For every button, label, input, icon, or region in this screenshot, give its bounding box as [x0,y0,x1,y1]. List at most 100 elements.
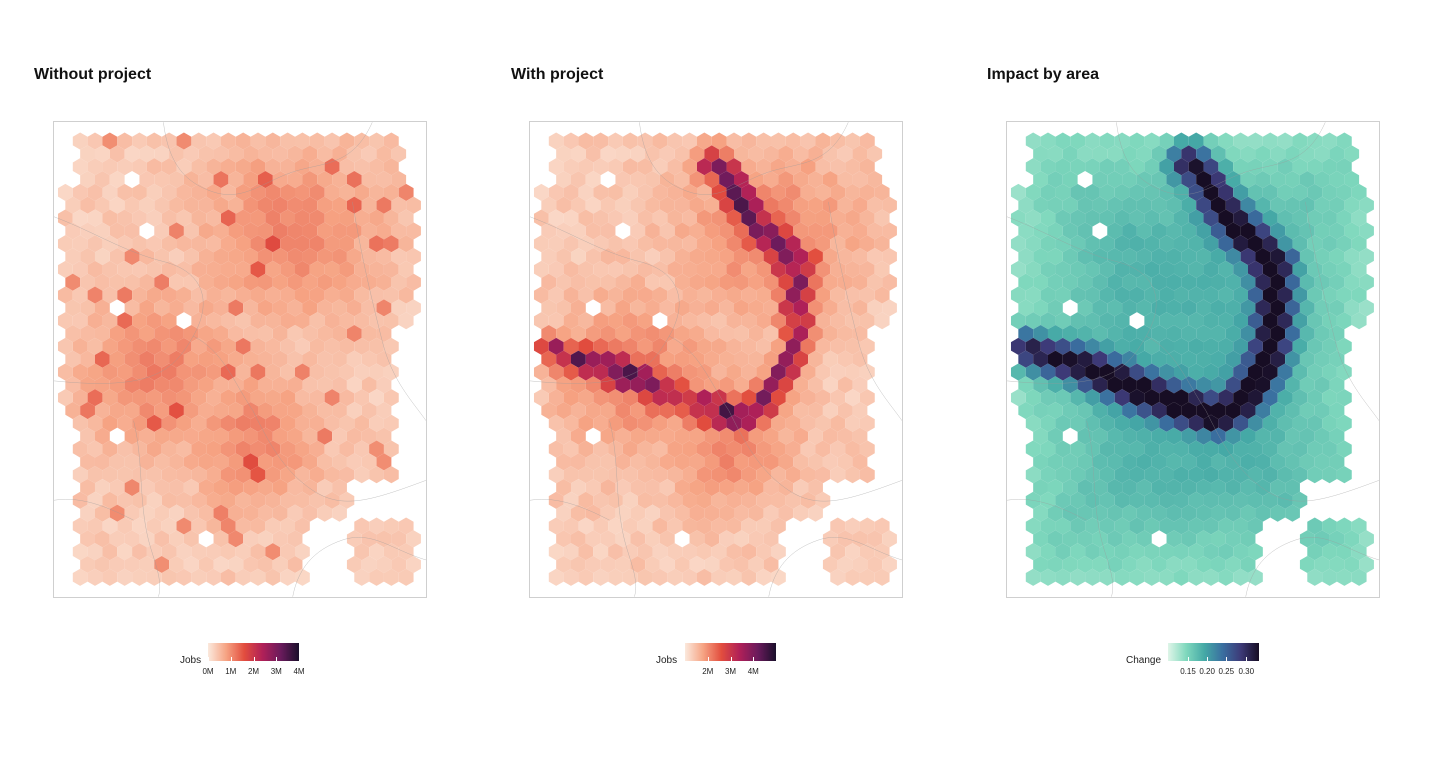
hex-cell [243,530,259,548]
hex-cell [1129,543,1145,561]
hex-cell [1336,209,1352,227]
hex-cell [785,235,801,253]
hex-cell [852,350,868,368]
hex-cell [324,235,340,253]
hex-cell [376,350,392,368]
hex-cell [228,427,244,445]
hex-cell [608,235,623,253]
hex-cell [615,350,631,368]
hex-cell [734,299,749,317]
hex-cell [748,145,764,163]
hex-cell [117,260,133,278]
hex-cell [354,466,370,484]
hex-cell [741,260,757,278]
hex-cell [1248,568,1263,586]
hex-cell [243,273,259,291]
hex-cell [697,132,712,150]
hex-cell [845,286,860,304]
hex-cell [763,453,779,471]
hex-cell [1233,363,1249,381]
hex-cell [1077,299,1093,317]
hex-cell [815,183,831,201]
hex-cell [771,260,786,278]
hex-cell [265,209,281,227]
hex-cell [139,453,155,471]
hex-cell [778,299,794,317]
hex-cell [302,324,318,343]
hex-cell [711,543,727,561]
hex-cell [1070,440,1086,458]
hex-cell [771,235,786,253]
hex-cell [183,171,199,189]
hex-cell [1233,491,1249,509]
hex-cell [72,363,88,381]
hex-cell [221,260,236,278]
hex-cell [785,312,801,330]
hex-cell [117,132,133,150]
hex-cell [272,530,288,548]
hex-cell [1010,286,1026,304]
hex-cell [265,491,281,509]
hex-cell [704,222,720,240]
hex-cell [622,235,638,253]
hex-cell [117,517,133,535]
hex-cell [1114,209,1130,227]
hex-cell [117,440,133,458]
hex-cell [1092,530,1108,548]
hex-cell [734,145,749,163]
hex-cell [1285,145,1300,163]
hex-cell [600,530,616,548]
hex-cell [1033,401,1048,420]
hex-cell [1085,132,1100,150]
hex-cell [785,466,801,484]
hex-cell [406,222,421,240]
hex-cell [1099,517,1115,535]
hex-cell [65,299,81,317]
hex-cell [1144,312,1160,330]
hex-cell [600,222,616,240]
hex-cell [302,247,318,266]
hex-cell [1129,568,1145,586]
hex-cell [1144,158,1160,176]
hex-cell [1225,222,1241,240]
hex-cell [771,440,786,458]
hex-cell [391,530,407,548]
hex-cell [778,222,794,240]
hex-cell [1262,286,1278,304]
hex-cell [87,543,103,561]
hex-cell [756,183,772,201]
hex-cell [652,414,668,432]
hex-cell [1129,517,1145,535]
hex-cell [280,363,296,381]
hex-cell [533,183,549,201]
hex-cell [563,183,579,201]
legend-with-project: Jobs 2M 3M 4M [636,641,796,681]
hex-cell [763,401,779,420]
hex-cell [874,517,890,535]
hex-cell [556,555,571,574]
hex-cell [1307,260,1323,278]
hex-cell [235,363,251,381]
hex-cell [57,337,73,355]
hex-cell [1181,145,1197,163]
hex-cell [771,543,786,561]
hex-cell [87,466,103,484]
legend-tick-mark [1226,657,1228,661]
hex-cell [630,453,646,471]
hex-cell [697,235,712,253]
hex-cell [154,427,170,445]
hex-cell [109,196,125,214]
hex-cell [1322,158,1337,176]
hex-cell [667,235,683,253]
hex-cell [235,337,251,355]
hex-cell [1122,222,1137,240]
hex-cell [771,363,786,381]
hex-cell [117,568,133,586]
hex-cell [1107,401,1123,420]
hex-cell [295,517,310,535]
hex-cell [1299,530,1315,548]
hex-cell [563,260,579,278]
hex-cell [1211,376,1226,394]
hex-cell [302,376,318,394]
hex-cell [243,401,259,420]
